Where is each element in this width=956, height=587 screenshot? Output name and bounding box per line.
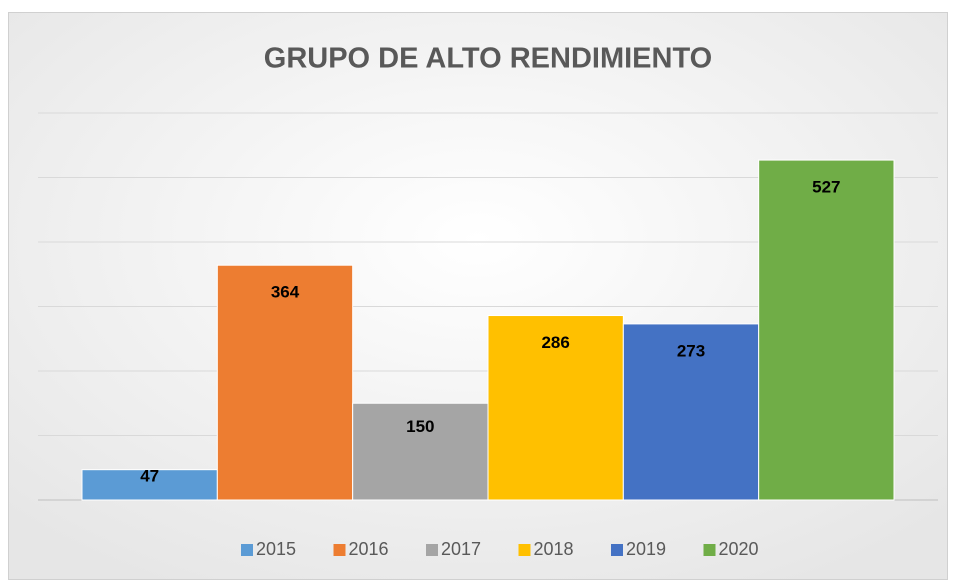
data-label: 364: [271, 283, 300, 302]
legend-label: 2020: [719, 539, 759, 559]
bar: [216, 264, 354, 501]
legend-swatch: [703, 544, 716, 556]
bar: [352, 402, 489, 501]
legend-label: 2016: [349, 539, 389, 559]
legend-swatch: [611, 544, 623, 556]
data-label: 527: [812, 178, 840, 197]
legend-swatch: [426, 544, 438, 556]
legend-swatch: [241, 544, 253, 556]
data-label: 47: [140, 467, 159, 486]
legend-label: 2017: [441, 539, 481, 559]
legend-label: 2018: [534, 539, 574, 559]
bar: [487, 315, 624, 501]
data-label: 150: [406, 417, 434, 436]
legend-swatch: [333, 544, 346, 556]
bar: [81, 469, 218, 501]
legend-label: 2015: [256, 539, 296, 559]
data-label: 273: [677, 341, 705, 360]
bar: [622, 323, 760, 501]
chart-title: GRUPO DE ALTO RENDIMIENTO: [264, 43, 712, 75]
bar: [758, 159, 895, 501]
data-label: 286: [541, 333, 569, 352]
legend-swatch: [518, 544, 531, 556]
legend-label: 2019: [626, 539, 666, 559]
